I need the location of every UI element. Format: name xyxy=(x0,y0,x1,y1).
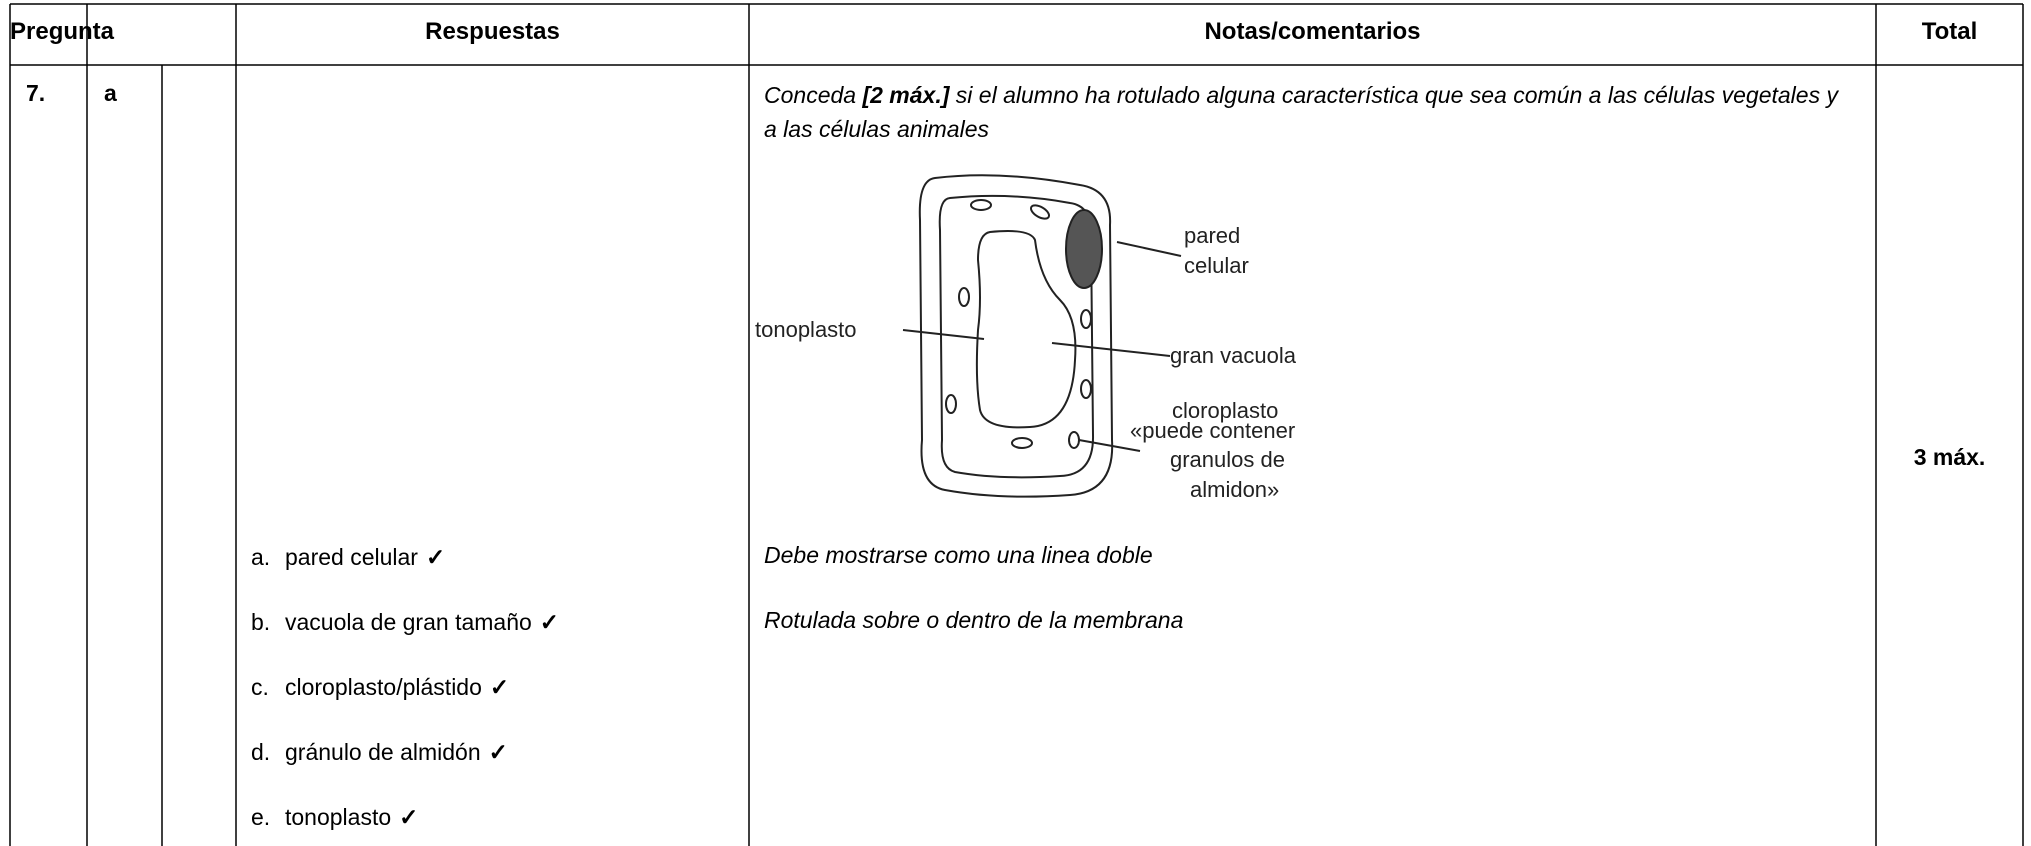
diagram-labels: pared celular tonoplasto gran vacuola cl… xyxy=(755,223,1297,502)
total: 3 máx. xyxy=(1913,444,1986,470)
label: pared xyxy=(1184,223,1240,248)
header-cell: Respuestas xyxy=(425,18,560,45)
answer-letter: c. xyxy=(251,674,269,700)
answer: b. vacuola de gran tamaño ✓ xyxy=(251,607,559,637)
text: Conceda xyxy=(764,82,863,108)
answer-letter: a. xyxy=(251,544,271,570)
question-number: 7. xyxy=(26,80,46,106)
answer-letter: d. xyxy=(251,739,271,765)
label: tonoplasto xyxy=(755,317,857,342)
text: si el alumno ha rotulado alguna caracter… xyxy=(764,82,1838,142)
check-mark: ✓ xyxy=(399,804,419,830)
label: almidon» xyxy=(1190,477,1279,502)
header-cell: Total xyxy=(1921,18,1978,45)
label: granulos de xyxy=(1170,447,1285,472)
label: gran vacuola xyxy=(1170,343,1297,368)
answer-text: vacuola de gran tamaño xyxy=(285,609,532,635)
cell-diagram xyxy=(902,174,1182,498)
answer-text: tonoplasto xyxy=(285,804,392,830)
answer-text: gránulo de almidón xyxy=(285,739,481,765)
check-mark: ✓ xyxy=(488,739,508,765)
check-mark: ✓ xyxy=(425,544,446,570)
answer: a. pared celular ✓ xyxy=(251,542,445,572)
answer-letter: e. xyxy=(251,804,271,830)
answer: e. tonoplasto ✓ xyxy=(251,802,418,832)
answer-text: pared celular xyxy=(285,544,418,570)
notes-intro: Conceda [2 máx.] si el alumno ha rotulad… xyxy=(764,78,1854,146)
label: celular xyxy=(1184,253,1249,278)
text: [2 máx.] xyxy=(862,82,950,108)
answer-letter: b. xyxy=(251,609,271,635)
check-mark: ✓ xyxy=(489,674,510,700)
header-cell: Pregunta xyxy=(10,18,115,45)
question-part: a xyxy=(104,80,117,106)
label: cloroplasto xyxy=(1172,398,1278,423)
check-mark: ✓ xyxy=(539,609,560,635)
note: Debe mostrarse como una linea doble xyxy=(764,542,1153,568)
header-cell: Notas/comentarios xyxy=(1204,18,1421,45)
answer-text: cloroplasto/plástido xyxy=(285,674,482,700)
label: «puede contener xyxy=(1130,418,1295,443)
note: Rotulada sobre o dentro de la membrana xyxy=(764,607,1184,633)
answer: c. cloroplasto/plástido ✓ xyxy=(251,672,509,702)
answer: d. gránulo de almidón ✓ xyxy=(251,737,508,767)
